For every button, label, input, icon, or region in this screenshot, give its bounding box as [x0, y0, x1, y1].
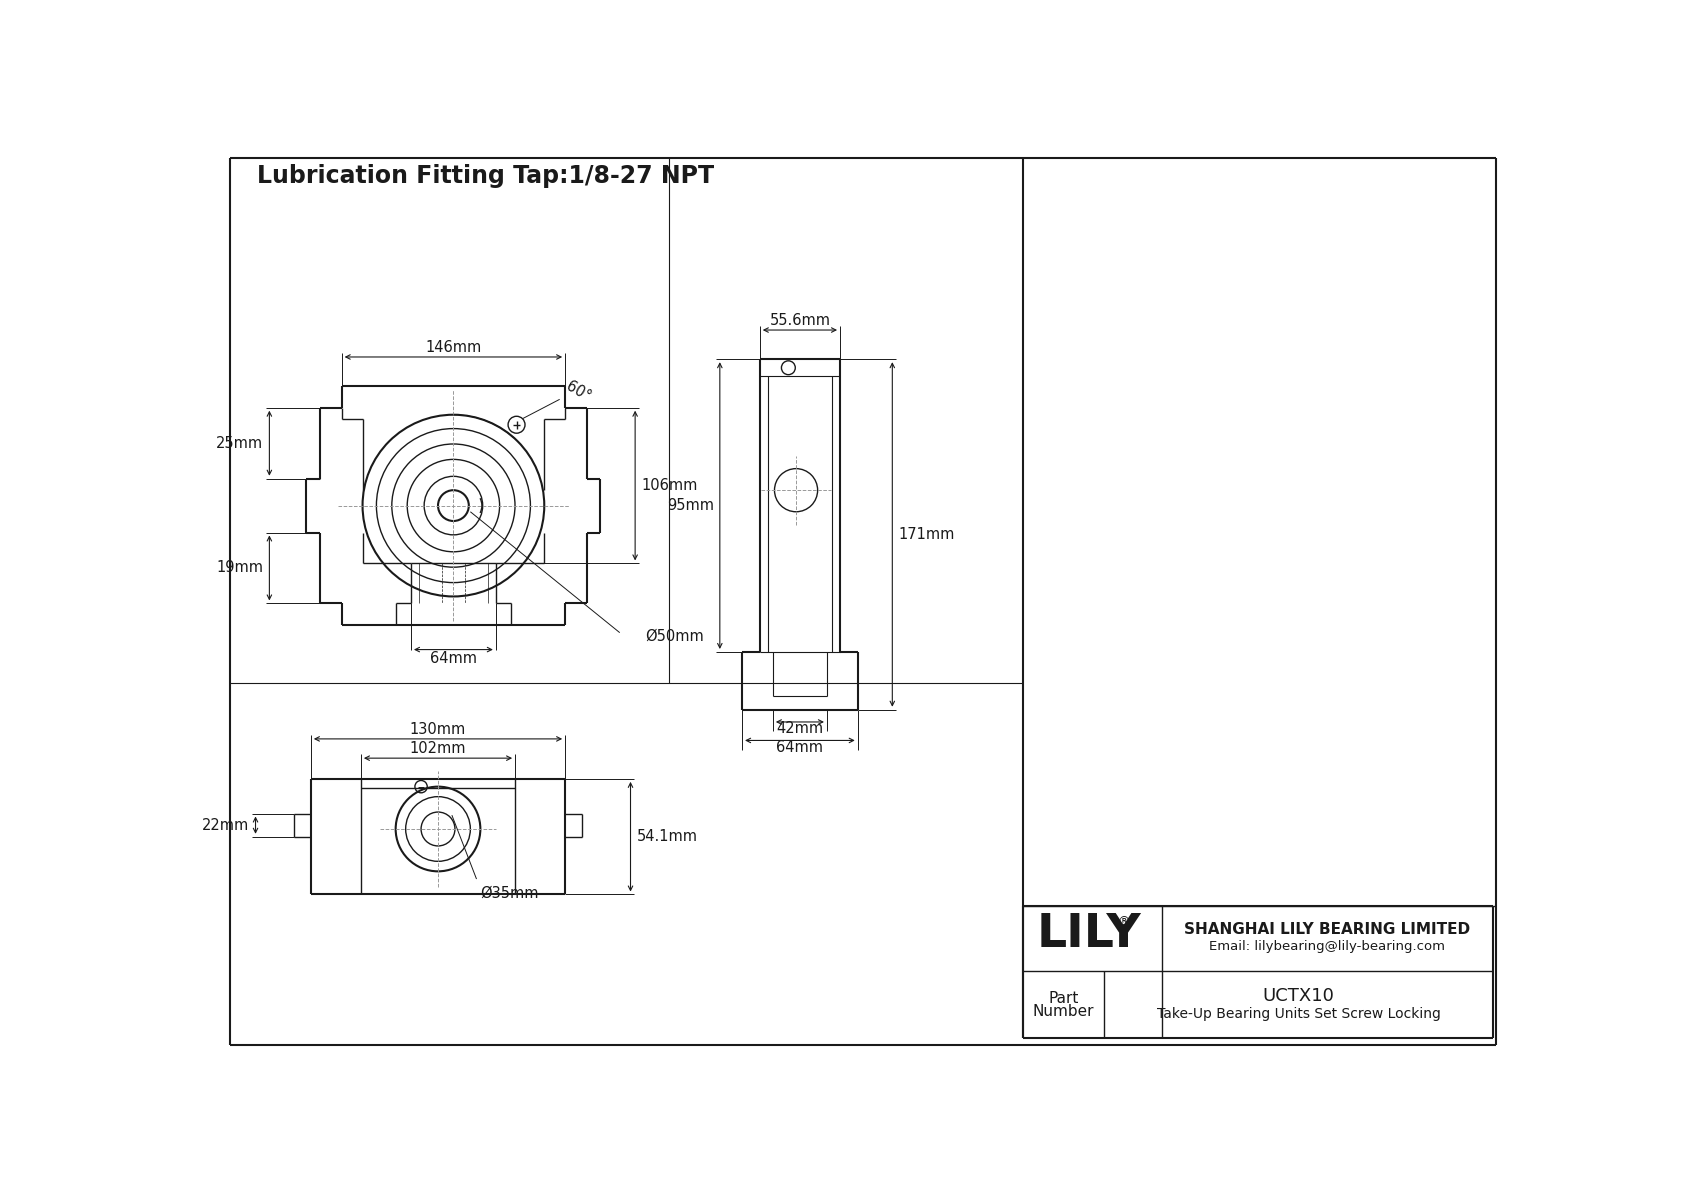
Text: 95mm: 95mm	[667, 498, 714, 513]
Text: 64mm: 64mm	[429, 651, 477, 666]
Text: 64mm: 64mm	[776, 740, 823, 755]
Text: 54.1mm: 54.1mm	[637, 829, 697, 844]
Text: 22mm: 22mm	[202, 818, 249, 833]
Text: Email: lilybearing@lily-bearing.com: Email: lilybearing@lily-bearing.com	[1209, 940, 1445, 953]
Text: Take-Up Bearing Units Set Screw Locking: Take-Up Bearing Units Set Screw Locking	[1157, 1008, 1440, 1021]
Text: 19mm: 19mm	[216, 561, 263, 575]
Text: 106mm: 106mm	[642, 478, 697, 493]
Text: Number: Number	[1032, 1004, 1095, 1018]
Text: Lubrication Fitting Tap:1/8-27 NPT: Lubrication Fitting Tap:1/8-27 NPT	[258, 164, 714, 188]
Text: 130mm: 130mm	[409, 722, 466, 737]
Text: Part: Part	[1049, 991, 1079, 1006]
Text: SHANGHAI LILY BEARING LIMITED: SHANGHAI LILY BEARING LIMITED	[1184, 922, 1470, 937]
Text: 102mm: 102mm	[409, 742, 466, 756]
Text: 25mm: 25mm	[216, 436, 263, 450]
Text: 60°: 60°	[564, 379, 593, 405]
Text: 146mm: 146mm	[426, 341, 482, 355]
Text: LILY: LILY	[1036, 912, 1142, 958]
Text: ®: ®	[1116, 915, 1130, 928]
Text: 42mm: 42mm	[776, 722, 823, 736]
Text: 55.6mm: 55.6mm	[770, 313, 830, 329]
Text: Ø50mm: Ø50mm	[645, 629, 704, 644]
Text: UCTX10: UCTX10	[1263, 986, 1334, 1005]
Text: Ø35mm: Ø35mm	[480, 885, 539, 900]
Text: 171mm: 171mm	[899, 526, 955, 542]
